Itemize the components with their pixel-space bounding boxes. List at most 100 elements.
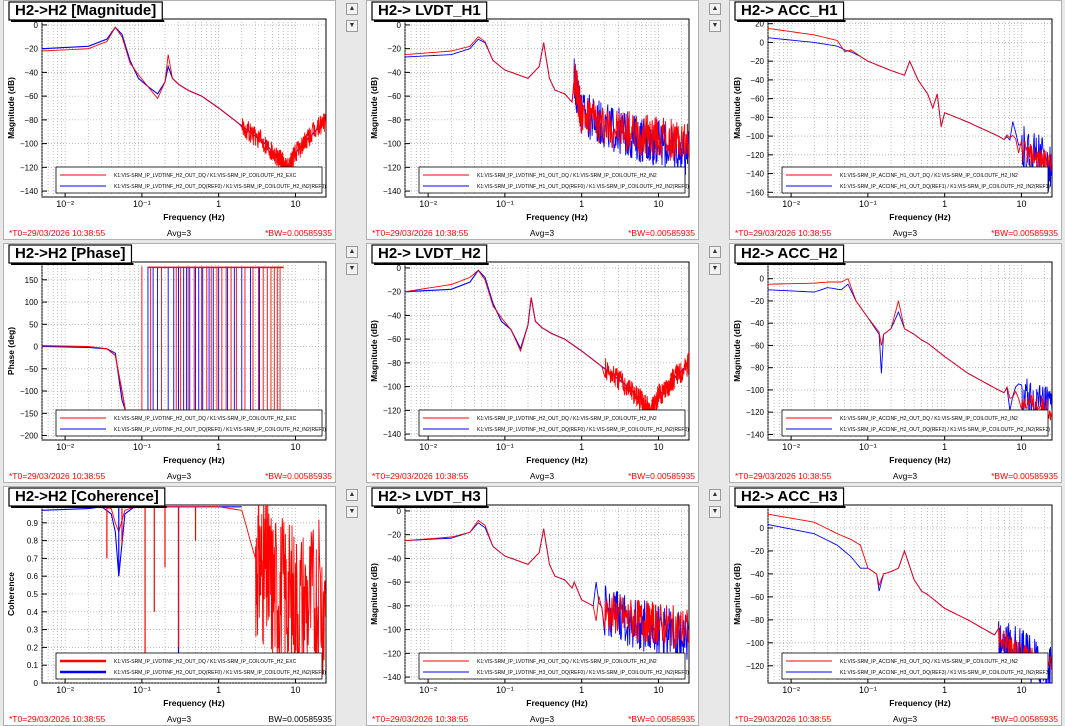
x-tick-label: 10⁻¹	[859, 199, 877, 209]
footer-avg: Avg=3	[530, 714, 554, 724]
y-tick-label: −40	[387, 554, 401, 563]
y-tick-label: −120	[746, 408, 765, 417]
x-tick-label: 10	[290, 442, 300, 452]
footer-bw: *BW=0.00585935	[991, 471, 1058, 481]
title-shadow	[374, 20, 489, 22]
up-arrow-icon[interactable]: ▲	[346, 3, 358, 15]
chart-svg: 0 −20 −40 −60 −80 −100 −120 10⁻² 10⁻¹ 1 10 K1:VIS-S…	[732, 487, 1058, 724]
title-shadow	[11, 20, 165, 22]
footer-t0: *T0=29/03/2026 10:38:55	[372, 228, 468, 238]
y-tick-label: 0	[397, 21, 402, 30]
legend-box	[418, 166, 686, 194]
y-tick-label: −20	[750, 547, 764, 556]
legend-box	[781, 166, 1049, 194]
y-tick-label: −120	[746, 151, 765, 160]
x-tick-label: 10	[653, 685, 663, 695]
chart-svg: 0 −20 −40 −60 −80 −100 −120 −140 10⁻² 10⁻¹ 1 10 K1:V…	[732, 244, 1058, 481]
panel-title: H2-> LVDT_H1	[378, 2, 481, 19]
plot-panel-h2-h2-phase[interactable]: 150 100 50 0 −50 −100 −150 −200 10⁻² 10⁻¹ 1 10 K1:VI…	[3, 243, 336, 483]
x-tick-label: 1	[216, 442, 221, 452]
plot-panel-h2-acc-h3[interactable]: 0 −20 −40 −60 −80 −100 −120 10⁻² 10⁻¹ 1 10 K1:VIS-S…	[729, 486, 1062, 726]
x-tick-label: 10⁻¹	[133, 685, 151, 695]
footer-bw: *BW=0.00585935	[628, 471, 695, 481]
footer-bw: BW=0.00585935	[268, 714, 332, 724]
y-tick-label: 100	[25, 298, 39, 307]
panel-title: H2-> LVDT_H3	[378, 488, 481, 505]
series-line-current	[42, 26, 326, 178]
y-tick-label: −60	[387, 92, 401, 101]
legend-label: K1:VIS-SRM_IP_LVDTINF_H2_OUT_DQ / K1:VIS…	[477, 416, 657, 422]
title-shadow	[374, 506, 489, 508]
plot-panel-h2-acc-h1[interactable]: 20 0 −20 −40 −60 −80 −100 −120 −140 −160 10⁻² 10⁻¹ 1…	[729, 0, 1062, 240]
legend-label: K1:VIS-SRM_IP_ACCINF_H1_OUT_DQ / K1:VIS-…	[840, 173, 1018, 179]
y-axis-label: Magnitude (dB)	[369, 320, 379, 382]
plot-panel-h2-lvdt-h1[interactable]: 0 −20 −40 −60 −80 −100 −120 −140 10⁻² 10⁻¹ 1 10 K1:V…	[366, 0, 699, 240]
x-tick-label: 10	[290, 685, 300, 695]
up-arrow-icon[interactable]: ▲	[346, 246, 358, 258]
y-tick-label: −120	[383, 163, 402, 172]
title-shadow	[374, 263, 489, 265]
y-tick-label: 0	[760, 275, 765, 284]
panel-title: H2-> ACC_H2	[741, 245, 838, 262]
y-tick-label: 0.1	[27, 661, 39, 670]
y-tick-label: −60	[750, 341, 764, 350]
up-arrow-icon[interactable]: ▲	[346, 489, 358, 501]
down-arrow-icon[interactable]: ▼	[709, 20, 721, 32]
y-tick-label: −80	[750, 616, 764, 625]
legend-box	[55, 409, 323, 437]
x-tick-label: 1	[216, 685, 221, 695]
x-axis-label: Frequency (Hz)	[889, 455, 951, 465]
y-tick-label: −140	[383, 430, 402, 439]
x-tick-label: 10	[1016, 685, 1026, 695]
y-tick-label: −80	[387, 359, 401, 368]
footer-avg: Avg=3	[893, 471, 917, 481]
series-line-current	[405, 269, 689, 421]
panel-title: H2-> ACC_H3	[741, 488, 838, 505]
down-arrow-icon[interactable]: ▼	[346, 506, 358, 518]
chart-svg: 0 −20 −40 −60 −80 −100 −120 −140 10⁻² 10⁻¹ 1 10 K1:V…	[369, 487, 695, 724]
x-tick-label: 10⁻²	[782, 442, 800, 452]
plot-panel-h2-lvdt-h2[interactable]: 0 −20 −40 −60 −80 −100 −120 −140 10⁻² 10⁻¹ 1 10 K1:V…	[366, 243, 699, 483]
x-tick-label: 1	[216, 199, 221, 209]
down-arrow-icon[interactable]: ▼	[346, 20, 358, 32]
up-arrow-icon[interactable]: ▲	[709, 3, 721, 15]
x-tick-label: 10⁻²	[782, 199, 800, 209]
y-tick-label: 0	[34, 679, 39, 688]
x-tick-label: 10⁻²	[419, 199, 437, 209]
y-tick-label: 150	[25, 276, 39, 285]
x-axis-label: Frequency (Hz)	[163, 212, 225, 222]
x-tick-label: 10	[290, 199, 300, 209]
up-arrow-icon[interactable]: ▲	[709, 489, 721, 501]
x-tick-label: 1	[579, 199, 584, 209]
x-tick-label: 10⁻²	[419, 442, 437, 452]
footer-t0: *T0=29/03/2026 10:38:55	[9, 471, 105, 481]
footer-bw: *BW=0.00585935	[628, 714, 695, 724]
series-line-current	[42, 505, 326, 679]
legend-label: K1:VIS-SRM_IP_LVDTINF_H3_OUT_DQ(REF0) / …	[477, 670, 689, 676]
legend-label: K1:VIS-SRM_IP_LVDTINF_H3_OUT_DQ / K1:VIS…	[477, 659, 657, 665]
title-shadow	[737, 263, 846, 265]
chart-svg: 0 −20 −40 −60 −80 −100 −120 −140 10⁻² 10⁻¹ 1 10 K1:V…	[369, 1, 695, 238]
title-shadow	[737, 20, 846, 22]
y-tick-label: 0	[34, 343, 39, 352]
plot-panel-h2-lvdt-h3[interactable]: 0 −20 −40 −60 −80 −100 −120 −140 10⁻² 10⁻¹ 1 10 K1:V…	[366, 486, 699, 726]
plot-panel-h2-h2-magnitude[interactable]: 0 −20 −40 −60 −80 −100 −120 −140 10⁻² 10⁻¹ 1 10 K1:V…	[3, 0, 336, 240]
down-arrow-icon[interactable]: ▼	[709, 506, 721, 518]
plot-panel-h2-h2-coherence[interactable]: 0.9 0.8 0.7 0.6 0.5 0.4 0.3 0.2 0.1 0 10⁻² 10⁻¹ 1 10 K…	[3, 486, 336, 726]
chart-svg: 0 −20 −40 −60 −80 −100 −120 −140 10⁻² 10⁻¹ 1 10 K1:V…	[369, 244, 695, 481]
y-tick-label: 20	[755, 20, 764, 29]
y-tick-label: −100	[383, 626, 402, 635]
up-arrow-icon[interactable]: ▲	[709, 246, 721, 258]
title-shadow	[11, 263, 134, 265]
y-tick-label: −80	[387, 116, 401, 125]
legend-label: K1:VIS-SRM_IP_LVDTINF_H2_OUT_DQ(REF0) / …	[477, 427, 689, 433]
footer-bw: *BW=0.00585935	[628, 228, 695, 238]
panel-title: H2-> LVDT_H2	[378, 245, 481, 262]
down-arrow-icon[interactable]: ▼	[709, 263, 721, 275]
y-tick-label: −20	[387, 531, 401, 540]
down-arrow-icon[interactable]: ▼	[346, 263, 358, 275]
footer-bw: *BW=0.00585935	[991, 228, 1058, 238]
plot-panel-h2-acc-h2[interactable]: 0 −20 −40 −60 −80 −100 −120 −140 10⁻² 10⁻¹ 1 10 K1:V…	[729, 243, 1062, 483]
legend-label: K1:VIS-SRM_IP_ACCINF_H3_OUT_DQ(REF3) / K…	[840, 670, 1050, 676]
y-tick-label: −20	[387, 288, 401, 297]
